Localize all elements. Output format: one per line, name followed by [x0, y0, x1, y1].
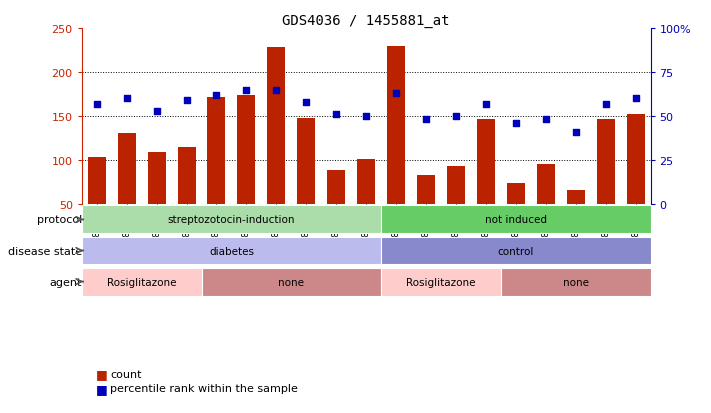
Point — [540, 117, 552, 123]
Bar — [501, 268, 651, 296]
Point — [390, 90, 402, 97]
Bar — [82, 237, 381, 265]
Text: Rosiglitazone: Rosiglitazone — [406, 277, 476, 287]
Text: none: none — [278, 277, 304, 287]
Bar — [387, 46, 405, 204]
Text: percentile rank within the sample: percentile rank within the sample — [110, 383, 298, 393]
Bar — [297, 119, 315, 204]
Point — [450, 113, 461, 120]
Bar — [201, 268, 381, 296]
Bar — [381, 268, 501, 296]
Bar — [267, 48, 285, 204]
Point — [331, 112, 342, 118]
Bar — [477, 119, 495, 204]
Point — [91, 101, 102, 108]
Text: disease state: disease state — [8, 246, 82, 256]
Point — [210, 92, 222, 99]
Point — [121, 96, 132, 102]
Point — [151, 108, 162, 115]
Bar — [148, 153, 166, 204]
Bar — [381, 206, 651, 234]
Text: diabetes: diabetes — [209, 246, 254, 256]
Text: control: control — [498, 246, 534, 256]
Point — [181, 97, 192, 104]
Bar — [597, 119, 614, 204]
Bar — [567, 190, 584, 204]
Text: none: none — [562, 277, 589, 287]
Point — [510, 120, 522, 127]
Text: protocol: protocol — [36, 215, 82, 225]
Text: count: count — [110, 369, 141, 379]
Bar — [178, 147, 196, 204]
Bar — [208, 98, 225, 204]
Text: agent: agent — [49, 277, 82, 287]
Bar — [82, 268, 201, 296]
Point — [480, 101, 491, 108]
Bar — [327, 170, 346, 204]
Text: not induced: not induced — [485, 215, 547, 225]
Point — [420, 117, 432, 123]
Point — [271, 87, 282, 94]
Bar — [118, 133, 136, 204]
Text: ■: ■ — [96, 382, 107, 395]
Bar — [357, 160, 375, 204]
Point — [570, 129, 582, 136]
Point — [360, 113, 372, 120]
Text: Rosiglitazone: Rosiglitazone — [107, 277, 176, 287]
Bar — [82, 206, 381, 234]
Bar — [447, 167, 465, 204]
Bar — [381, 237, 651, 265]
Title: GDS4036 / 1455881_at: GDS4036 / 1455881_at — [282, 14, 450, 28]
Bar — [237, 95, 255, 204]
Bar — [537, 165, 555, 204]
Point — [241, 87, 252, 94]
Bar — [626, 115, 645, 204]
Point — [301, 99, 312, 106]
Point — [600, 101, 611, 108]
Point — [630, 96, 641, 102]
Text: streptozotocin-induction: streptozotocin-induction — [168, 215, 295, 225]
Bar — [87, 158, 106, 204]
Bar — [507, 183, 525, 204]
Bar — [417, 176, 435, 204]
Text: ■: ■ — [96, 367, 107, 380]
